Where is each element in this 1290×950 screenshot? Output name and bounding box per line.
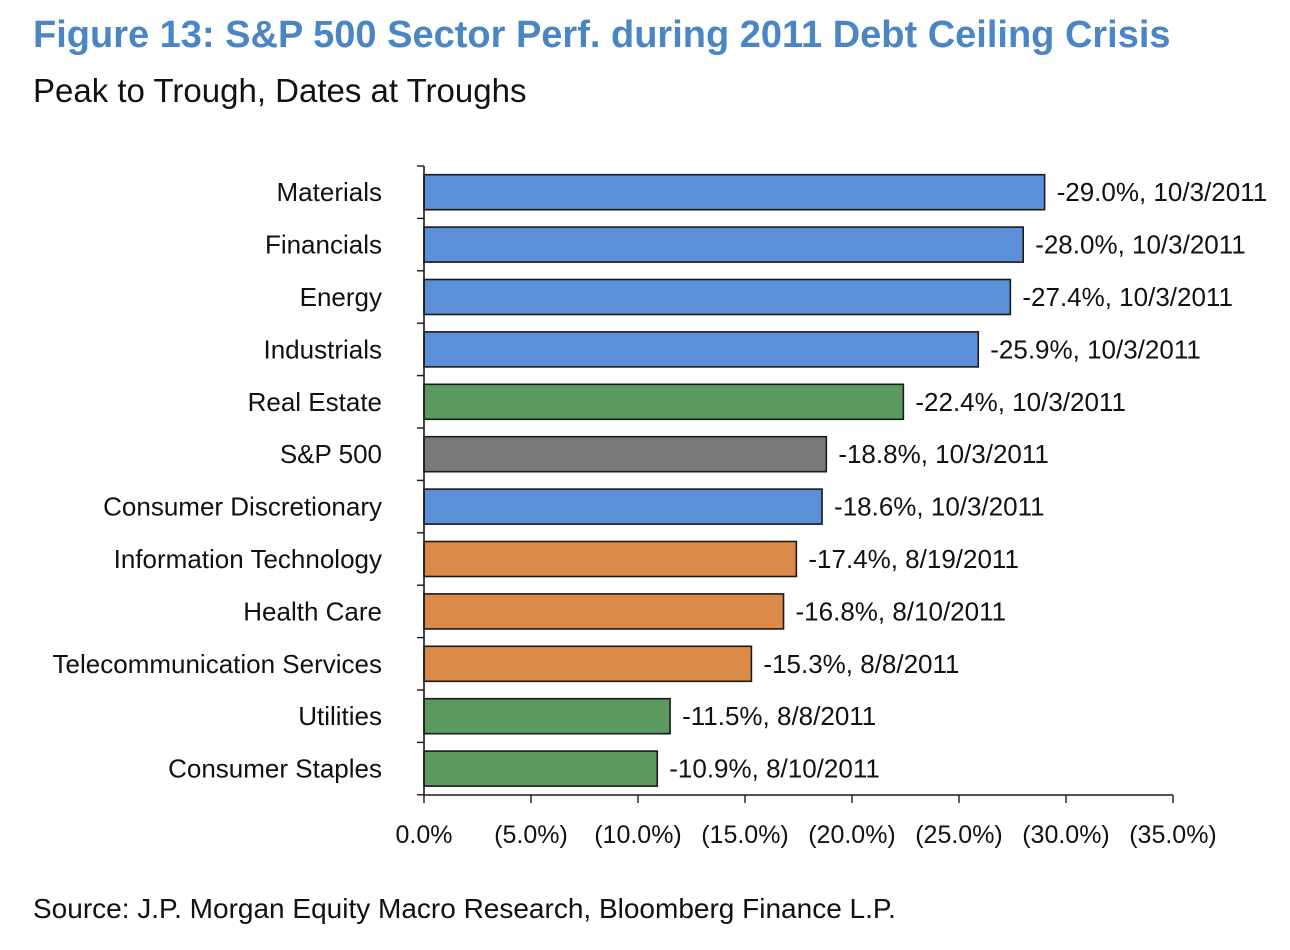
category-label: Materials xyxy=(277,177,382,207)
data-label: -17.4%, 8/19/2011 xyxy=(808,544,1019,574)
bar-energy xyxy=(423,278,1012,316)
bar-industrials xyxy=(423,331,980,368)
category-label: Information Technology xyxy=(114,544,382,574)
category-label: Health Care xyxy=(243,596,382,626)
category-label: Utilities xyxy=(298,701,382,731)
bar-consumer-discretionary xyxy=(423,488,823,525)
data-label: -10.9%, 8/10/2011 xyxy=(669,754,880,784)
category-label: Consumer Staples xyxy=(168,754,382,784)
bar-information-technology xyxy=(423,540,798,578)
x-tick-label: 0.0% xyxy=(396,821,453,849)
bar-consumer-staples xyxy=(423,750,659,787)
data-label: -28.0%, 10/3/2011 xyxy=(1035,230,1246,260)
x-tick-label: (25.0%) xyxy=(915,821,1003,849)
category-label: Energy xyxy=(300,282,382,312)
x-tick-label: (35.0%) xyxy=(1129,821,1217,849)
chart-title: Figure 13: S&P 500 Sector Perf. during 2… xyxy=(33,14,1171,56)
x-tick-label: (20.0%) xyxy=(808,821,896,849)
category-label: Real Estate xyxy=(248,387,382,417)
chart-source: Source: J.P. Morgan Equity Macro Researc… xyxy=(33,893,896,924)
bar-chart: Materials -29.0%, 10/3/2011 Financials -28.… xyxy=(53,165,1268,849)
bars-layer xyxy=(423,173,1046,787)
data-label: -18.6%, 10/3/2011 xyxy=(834,492,1045,522)
bar-telecommunication-services xyxy=(423,645,753,683)
bar-s-p-500 xyxy=(423,435,828,473)
data-label: -18.8%, 10/3/2011 xyxy=(838,439,1049,469)
data-label: -16.8%, 8/10/2011 xyxy=(796,596,1007,626)
bar-utilities xyxy=(423,697,671,735)
axis-layer xyxy=(417,165,1174,803)
x-tick-label: (30.0%) xyxy=(1022,821,1110,849)
category-label: S&P 500 xyxy=(280,439,382,469)
bar-real-estate xyxy=(423,383,905,421)
category-label: Industrials xyxy=(264,334,383,364)
data-label: -25.9%, 10/3/2011 xyxy=(990,334,1201,364)
bar-financials xyxy=(423,226,1025,263)
chart-subtitle: Peak to Trough, Dates at Troughs xyxy=(33,72,527,109)
x-tick-label: (15.0%) xyxy=(701,821,789,849)
data-label: -27.4%, 10/3/2011 xyxy=(1022,282,1233,312)
category-label: Telecommunication Services xyxy=(53,649,382,679)
data-label: -11.5%, 8/8/2011 xyxy=(682,701,876,731)
x-tick-label: (5.0%) xyxy=(494,821,568,849)
category-label: Consumer Discretionary xyxy=(103,492,382,522)
bar-health-care xyxy=(423,593,785,630)
labels-layer: Materials -29.0%, 10/3/2011 Financials -28.… xyxy=(53,177,1268,849)
data-label: -22.4%, 10/3/2011 xyxy=(915,387,1126,417)
category-label: Financials xyxy=(265,230,382,260)
bar-materials xyxy=(423,173,1046,211)
x-tick-label: (10.0%) xyxy=(594,821,682,849)
data-label: -15.3%, 8/8/2011 xyxy=(763,649,959,679)
data-label: -29.0%, 10/3/2011 xyxy=(1057,177,1268,207)
